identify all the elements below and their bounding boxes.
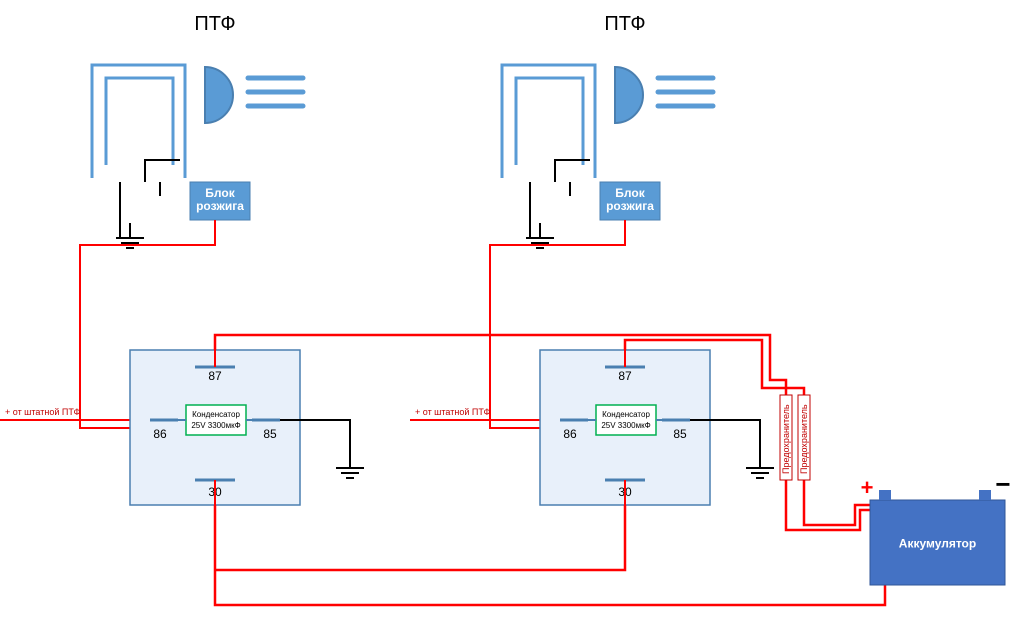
wire-red_30_left_to_batt [215,505,885,605]
battery-term-minus [979,490,991,500]
black-wire-0 [145,160,180,182]
battery-label: Аккумулятор [899,537,976,551]
cap-label-1: Конденсатор [192,410,240,419]
pin-87-label: 87 [618,369,632,383]
pin-85-label: 85 [263,427,277,441]
wire-red_30_right_to_merge [215,505,625,570]
fuse-label-0: Предохранитель [781,404,791,474]
pin-86-label: 86 [563,427,577,441]
lamp-body [615,67,643,123]
ptf-module-left: ПТФБлокрозжига+ от штатной ПТФ87308685Ко… [0,13,364,505]
cap-label-1: Конденсатор [602,410,650,419]
lamp-body [205,67,233,123]
battery-plus: + [861,475,874,500]
ground-symbol [336,453,364,478]
battery-minus: − [995,469,1010,499]
cap-label-2: 25V 3300мкФ [191,421,240,430]
ptf-title: ПТФ [194,13,235,35]
fuse-label-1: Предохранитель [799,404,809,474]
pin-87-label: 87 [208,369,222,383]
ptf-module-right: ПТФБлокрозжига+ от штатной ПТФ87308685Ко… [410,13,774,505]
ptf-title: ПТФ [604,13,645,35]
pin-86-label: 86 [153,427,167,441]
from-stock-label: + от штатной ПТФ [415,407,491,417]
battery-term-plus [879,490,891,500]
ground-symbol [746,453,774,478]
pin-85-label: 85 [673,427,687,441]
from-stock-label: + от штатной ПТФ [5,407,81,417]
cap-label-2: 25V 3300мкФ [601,421,650,430]
black-wire-0 [555,160,590,182]
lamp-lead-1 [516,78,583,165]
lamp-lead-1 [106,78,173,165]
